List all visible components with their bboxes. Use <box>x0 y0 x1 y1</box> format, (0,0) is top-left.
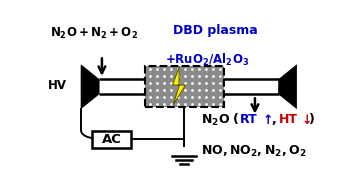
Text: $\mathbf{\downarrow}$: $\mathbf{\downarrow}$ <box>299 113 312 127</box>
Text: (: ( <box>233 113 238 126</box>
Text: $\mathbf{NO, NO_2, N_2, O_2}$: $\mathbf{NO, NO_2, N_2, O_2}$ <box>201 143 306 159</box>
Bar <box>145 66 224 107</box>
Text: $\mathbf{\uparrow}$: $\mathbf{\uparrow}$ <box>261 113 273 127</box>
Text: RT: RT <box>240 113 257 126</box>
Text: $\mathbf{N_2O}$: $\mathbf{N_2O}$ <box>201 113 230 128</box>
Text: HV: HV <box>48 80 67 92</box>
Text: DBD plasma: DBD plasma <box>173 24 258 37</box>
Polygon shape <box>279 65 297 108</box>
Polygon shape <box>81 65 99 108</box>
Bar <box>92 131 131 148</box>
Text: ,: , <box>272 113 276 126</box>
Text: $\mathbf{N_2O+N_2+O_2}$: $\mathbf{N_2O+N_2+O_2}$ <box>50 26 139 41</box>
Text: $\mathbf{+ RuO_2/Al_2O_3}$: $\mathbf{+ RuO_2/Al_2O_3}$ <box>164 52 249 68</box>
Polygon shape <box>172 67 186 105</box>
Text: AC: AC <box>102 133 122 146</box>
Text: HT: HT <box>279 113 298 126</box>
Text: ): ) <box>309 113 315 126</box>
